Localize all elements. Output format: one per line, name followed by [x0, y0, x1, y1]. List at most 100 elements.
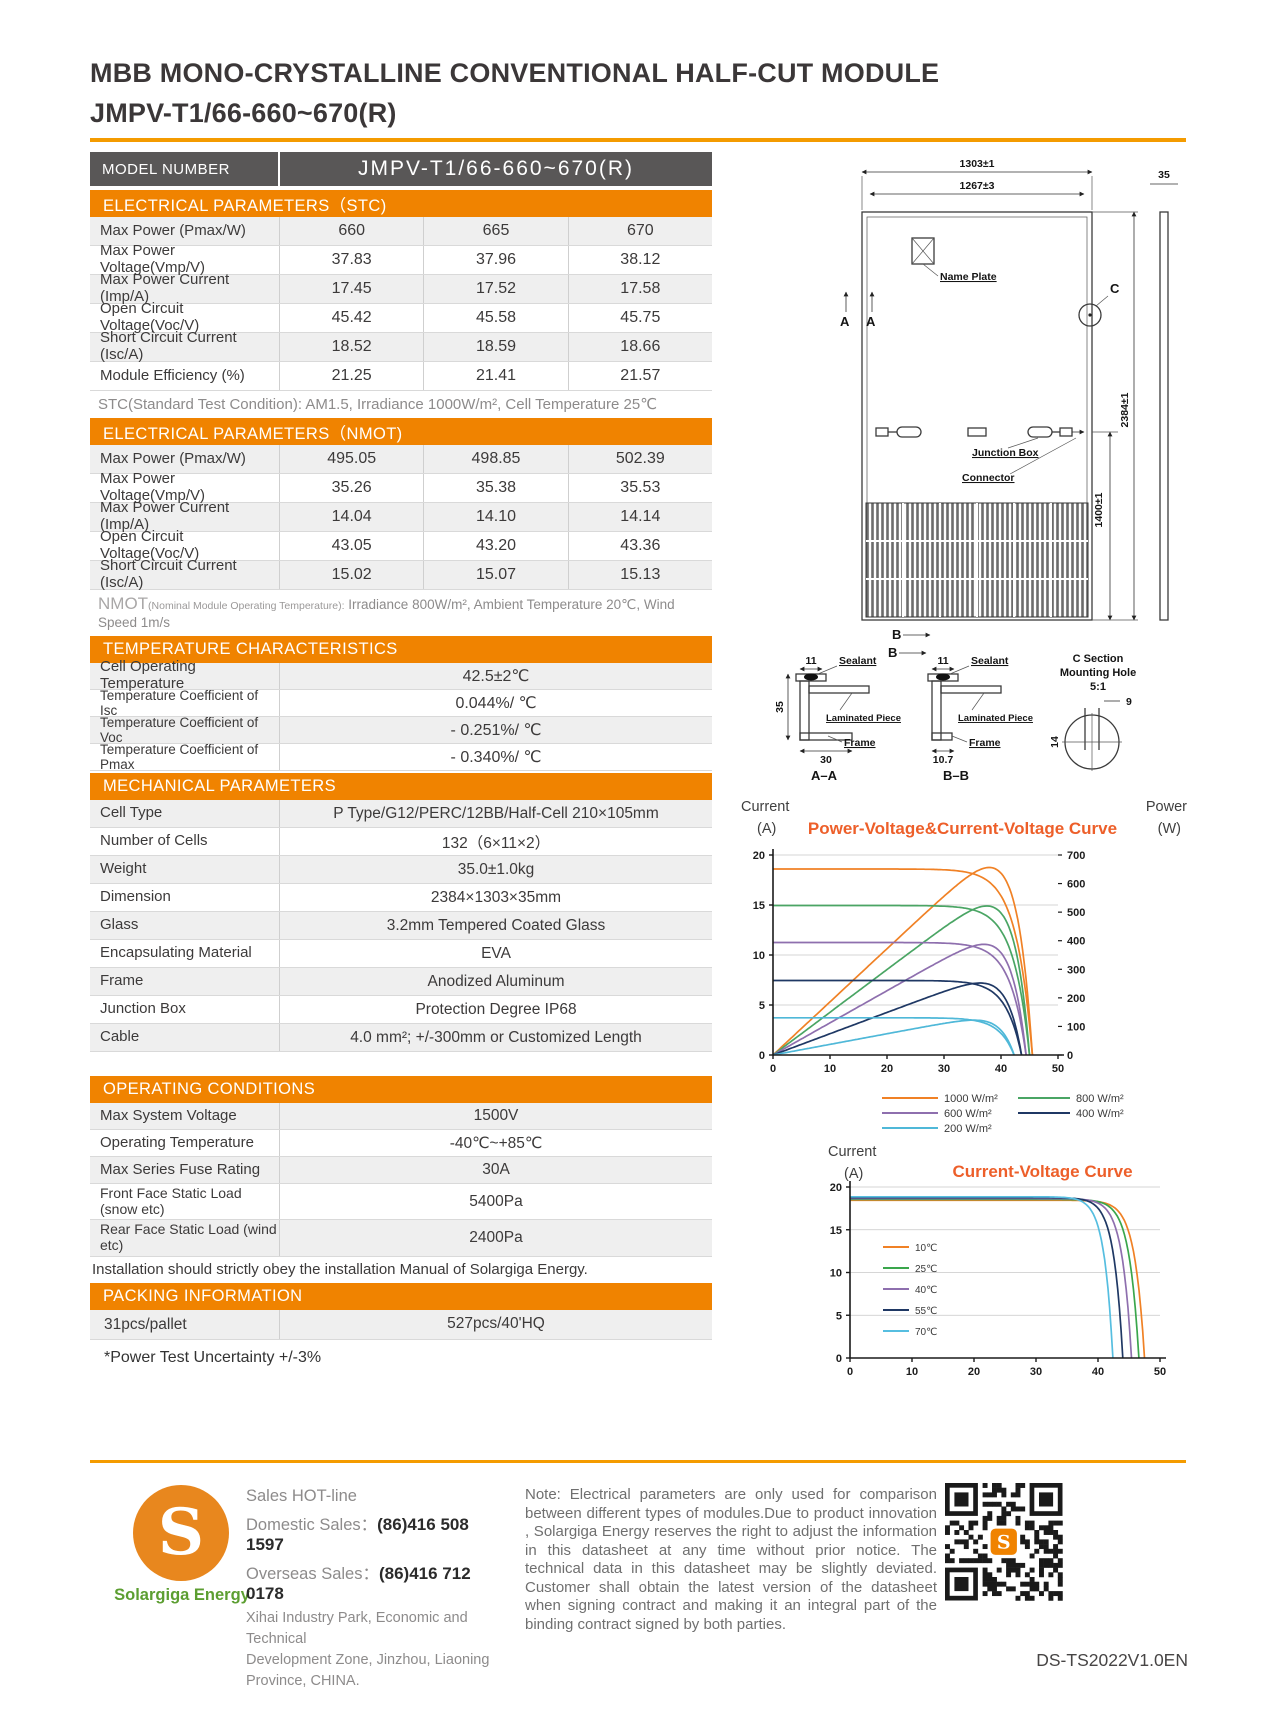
- qr-module: [996, 1520, 1002, 1526]
- qr-module: [987, 1515, 993, 1521]
- qr-module: [1057, 1534, 1063, 1540]
- qr-module: [982, 1492, 988, 1498]
- y-axis-label: Current: [741, 799, 790, 815]
- pv-curve-1000 W/m²: [772, 866, 1034, 1056]
- installation-note: Installation should strictly obey the in…: [92, 1260, 588, 1278]
- qr-module: [977, 1558, 983, 1564]
- qr-module: [1048, 1572, 1054, 1578]
- section-title-bb: B–B: [943, 768, 969, 783]
- domestic-sales-label: Domestic Sales：: [246, 1516, 378, 1534]
- iv-curve-400 W/m²: [773, 979, 1023, 1056]
- x-tick-label: 0: [770, 1063, 776, 1075]
- param-value-665: 43.20: [424, 532, 569, 560]
- param-value-660: 15.02: [280, 561, 425, 589]
- y-tick-label: 20: [830, 1182, 842, 1194]
- table-row: 31pcs/pallet 527pcs/40'HQ: [90, 1309, 712, 1340]
- qr-module: [954, 1539, 960, 1545]
- iv-curve-40℃: [850, 1197, 1133, 1359]
- param-label: Number of Cells: [90, 828, 280, 855]
- param-value: 30A: [482, 1161, 510, 1178]
- nmot-note-prefix: NMOT: [98, 594, 149, 613]
- qr-module: [1039, 1572, 1044, 1578]
- qr-module: [1010, 1586, 1016, 1592]
- qr-module: [1039, 1544, 1044, 1550]
- section-header-mechanical: MECHANICAL PARAMETERS: [90, 773, 712, 800]
- company-logo-text: Solargiga Energy: [114, 1586, 250, 1604]
- model-number-label: MODEL NUMBER: [90, 152, 280, 186]
- qr-module: [1039, 1539, 1044, 1545]
- y-axis-label: Current: [828, 1144, 877, 1160]
- qr-module: [1006, 1501, 1012, 1507]
- param-value-660: 45.42: [280, 304, 425, 332]
- param-value-665: 665: [424, 217, 569, 245]
- y2-tick-label: 200: [1067, 993, 1085, 1005]
- qr-module: [982, 1581, 988, 1587]
- dim-aa-side: 35: [774, 701, 786, 713]
- qr-module: [1010, 1492, 1016, 1498]
- param-value-670: 35.53: [620, 479, 661, 496]
- nmot-table: Max Power (Pmax/W) 495.05 498.85 502.39 …: [90, 445, 712, 591]
- qr-module: [982, 1577, 988, 1582]
- param-label: Max Power Voltage(Vmp/V): [90, 470, 280, 504]
- legend-label: 55℃: [915, 1306, 937, 1317]
- y2-tick-label: 600: [1067, 879, 1085, 891]
- qr-module: [1057, 1562, 1063, 1568]
- iv-curve-55℃: [850, 1196, 1124, 1359]
- qr-module: [1039, 1525, 1044, 1531]
- table-row: Open Circuit Voltage(Voc/V) 43.05 43.20 …: [90, 528, 712, 562]
- param-value-670: 38.12: [620, 251, 661, 268]
- qr-module: [1043, 1525, 1049, 1531]
- qr-module: [992, 1586, 997, 1592]
- qr-module: [982, 1483, 988, 1488]
- sealant-label: Sealant: [839, 655, 877, 667]
- x-tick-label: 40: [1092, 1366, 1104, 1378]
- qr-module: [992, 1577, 997, 1582]
- address-line: Development Zone, Jinzhou, Liaoning: [246, 1652, 490, 1669]
- section-header-operating: OPERATING CONDITIONS: [90, 1076, 712, 1103]
- legend-label: 70℃: [915, 1327, 937, 1338]
- laminated-piece-label: Laminated Piece: [826, 713, 901, 724]
- dim-bb-bottom: 10.7: [933, 754, 954, 766]
- qr-module: [1034, 1539, 1040, 1545]
- qr-module: [1043, 1586, 1049, 1592]
- param-value: 1500V: [473, 1107, 519, 1124]
- y-tick-label: 10: [830, 1268, 842, 1280]
- qr-module: [1024, 1525, 1030, 1531]
- qr-module: [959, 1558, 965, 1564]
- y-tick-label: 5: [836, 1310, 842, 1322]
- qr-module: [1001, 1515, 1007, 1521]
- section-title: TEMPERATURE CHARACTERISTICS: [103, 640, 398, 658]
- qr-center-letter: S: [997, 1531, 1011, 1553]
- qr-module: [1053, 1530, 1059, 1535]
- qr-module: [1020, 1581, 1026, 1587]
- qr-module: [963, 1530, 969, 1535]
- qr-module: [1043, 1548, 1049, 1554]
- legend-label: 200 W/m²: [944, 1123, 992, 1135]
- qr-module: [1024, 1572, 1030, 1578]
- iv-curve-800 W/m²: [773, 904, 1031, 1056]
- qr-module: [1020, 1562, 1026, 1568]
- y-tick-label: 5: [759, 1000, 765, 1012]
- qr-module: [963, 1544, 969, 1550]
- qr-module: [1053, 1562, 1059, 1568]
- param-label: Max Power Current (Imp/A): [90, 499, 280, 533]
- qr-module: [1015, 1492, 1021, 1498]
- qr-module: [945, 1558, 950, 1564]
- overseas-sales-number: (86)416 712 0178: [246, 1564, 471, 1603]
- table-row: Module Efficiency (%) 21.25 21.41 21.57: [90, 362, 712, 391]
- qr-module: [968, 1558, 974, 1564]
- domestic-sales-number: (86)416 508 1597: [246, 1515, 469, 1554]
- param-value-665: 35.38: [424, 474, 569, 502]
- x-tick-label: 30: [1030, 1366, 1042, 1378]
- param-value: 2400Pa: [469, 1229, 523, 1247]
- qr-module: [1015, 1487, 1021, 1493]
- param-value-665: 18.59: [424, 333, 569, 361]
- param-label: Temperature Coefficient of Pmax: [90, 742, 280, 772]
- table-row: Dimension 2384×1303×35mm: [90, 884, 712, 912]
- param-value-665: 45.58: [424, 304, 569, 332]
- param-label: Open Circuit Voltage(Voc/V): [90, 300, 280, 334]
- domestic-sales-line: Domestic Sales：(86)416 508 1597: [246, 1511, 506, 1555]
- qr-module: [1010, 1567, 1016, 1573]
- qr-module: [1010, 1562, 1016, 1568]
